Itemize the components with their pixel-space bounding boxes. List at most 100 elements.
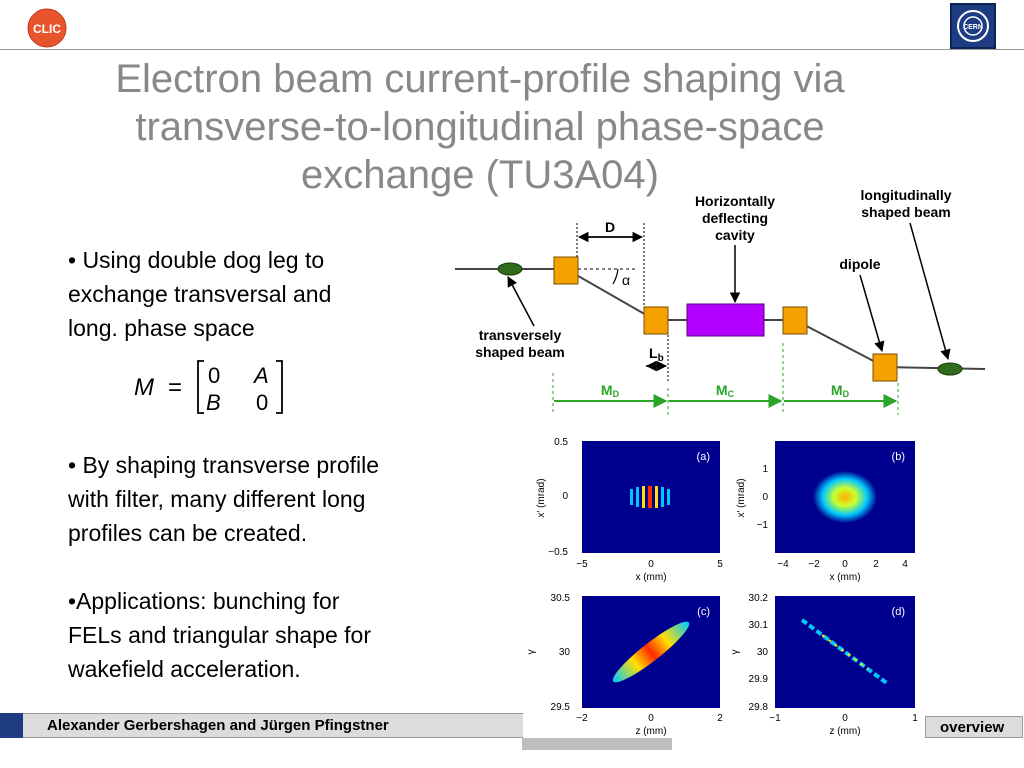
plot-a-xtick-2: 5 (717, 559, 723, 570)
label-cavity-3: cavity (715, 227, 755, 243)
plot-b-xtick-3: 2 (873, 559, 879, 570)
deflecting-cavity (686, 303, 765, 337)
label-md-2-sub: D (843, 389, 850, 399)
plot-b-xtick-1: −2 (808, 559, 820, 570)
label-alpha: α (622, 272, 630, 288)
phase-space-plot-b: (b) 1 0 −1 −4 −2 0 2 4 x (mm) x′ (mrad) (736, 441, 915, 583)
plot-b-ytick-2: −1 (757, 520, 769, 531)
matrix-a22: 0 (256, 390, 268, 415)
plot-d-xlabel: z (mm) (829, 726, 860, 737)
header-divider (0, 49, 1024, 50)
label-mc: M (716, 382, 728, 398)
plot-a-xtick-1: 0 (648, 559, 654, 570)
phase-space-plot-c: (c) 30.5 30 29.5 −2 0 2 z (mm) γ (526, 593, 723, 737)
label-cavity-2: deflecting (702, 210, 768, 226)
footer-authors: Alexander Gerbershagen and Jürgen Pfings… (47, 717, 389, 734)
plot-a-xlabel: x (mm) (635, 572, 666, 583)
matrix-a21: B (206, 390, 221, 415)
matrix-lhs: M (134, 374, 154, 401)
label-lb-sub: b (658, 353, 664, 364)
plot-d-ylabel: γ (730, 650, 741, 655)
plot-c-tag: (c) (697, 606, 710, 618)
matrix-a12: A (252, 363, 269, 388)
label-lb: L (649, 345, 658, 361)
footer-accent-block (0, 713, 23, 738)
bullet-double-dog-leg: • Using double dog leg to exchange trans… (68, 247, 332, 341)
plot-c-ytick-1: 30 (559, 647, 571, 658)
plot-c-xlabel: z (mm) (635, 726, 666, 737)
beamline-diagram: D α Lb Horizontally deflecting cavity lo… (455, 187, 986, 415)
right-bracket (276, 360, 283, 414)
svg-text:MC: MC (716, 382, 735, 399)
plot-c-xtick-0: −2 (576, 713, 588, 724)
plot-a-ytick-0: 0.5 (554, 437, 568, 448)
plot-b-xtick-0: −4 (777, 559, 789, 570)
footer-gray-strip (522, 738, 672, 750)
transverse-beam-ellipse (497, 262, 523, 276)
label-trans-1: transversely (479, 327, 562, 343)
bullet-applications: •Applications: bunching for FELs and tri… (68, 588, 372, 682)
dipole-3 (782, 306, 808, 335)
plot-b-xtick-2: 0 (842, 559, 848, 570)
label-trans-2: shaped beam (475, 344, 564, 360)
svg-text:MD: MD (831, 382, 850, 399)
label-dipole: dipole (839, 256, 880, 272)
plot-b-xlabel: x (mm) (829, 572, 860, 583)
plot-c-ytick-0: 30.5 (551, 593, 571, 604)
plot-d-xtick-2: 1 (912, 713, 918, 724)
footer-right-box (925, 716, 1023, 738)
plot-b-tag: (b) (892, 451, 905, 463)
clic-logo-text: CLIC (33, 22, 61, 36)
plot-d-xtick-1: 0 (842, 713, 848, 724)
label-md-1: M (601, 382, 613, 398)
plot-a-ylabel: x′ (mrad) (536, 478, 547, 517)
longitudinal-beam-ellipse (937, 362, 963, 376)
label-long-1: longitudinally (861, 187, 952, 203)
plot-d-ytick-4: 29.8 (749, 702, 769, 713)
dipole-4 (872, 353, 898, 382)
dipole-2 (643, 306, 669, 335)
slide-title: Electron beam current-profile shaping vi… (115, 57, 845, 197)
plot-c-ylabel: γ (526, 650, 537, 655)
plot-c-distribution (612, 621, 690, 683)
plot-a-xtick-0: −5 (576, 559, 588, 570)
label-d: D (605, 219, 615, 235)
label-md-2: M (831, 382, 843, 398)
plot-a-ytick-2: −0.5 (548, 547, 568, 558)
plot-c-xtick-2: 2 (717, 713, 723, 724)
svg-text:Lb: Lb (649, 345, 664, 364)
dipole-1 (553, 256, 579, 285)
plot-d-ytick-1: 30.1 (749, 620, 769, 631)
exchange-matrix: M = 0 A B 0 (134, 360, 283, 415)
plot-d-xtick-0: −1 (769, 713, 781, 724)
left-bracket (197, 360, 204, 414)
svg-text:MD: MD (601, 382, 620, 399)
plot-c-xtick-1: 0 (648, 713, 654, 724)
plot-b-xtick-4: 4 (902, 559, 908, 570)
plot-d-ytick-3: 29.9 (749, 674, 769, 685)
label-cavity-1: Horizontally (695, 193, 775, 209)
plot-d-tag: (d) (892, 606, 905, 618)
plot-a-tag: (a) (697, 451, 710, 463)
matrix-equals: = (168, 374, 182, 401)
phase-space-plot-a: (a) 0.5 0 −0.5 −5 0 5 x (mm) x′ (mrad) (536, 437, 723, 583)
footer-bar (23, 713, 523, 738)
phase-space-plot-d: (d) 30.2 30.1 30 29.9 29.8 −1 0 1 z (mm)… (730, 593, 918, 737)
plot-d-ytick-0: 30.2 (749, 593, 769, 604)
plot-b-distribution (813, 471, 877, 523)
plot-a-ytick-1: 0 (562, 491, 568, 502)
cern-logo-text: CERN (963, 24, 983, 31)
label-md-1-sub: D (613, 389, 620, 399)
plot-a-stripes (630, 486, 670, 508)
plot-b-ylabel: x′ (mrad) (736, 478, 747, 517)
label-mc-sub: C (728, 389, 735, 399)
label-long-2: shaped beam (861, 204, 950, 220)
plot-b-ytick-0: 1 (762, 464, 768, 475)
clic-logo: CLIC (27, 8, 67, 48)
matrix-a11: 0 (208, 363, 220, 388)
plot-b-ytick-1: 0 (762, 492, 768, 503)
plot-c-ytick-2: 29.5 (551, 702, 571, 713)
plot-d-ytick-2: 30 (757, 647, 769, 658)
plot-d-frame (775, 596, 915, 708)
bullet-shaping-profile: • By shaping transverse profile with fil… (68, 452, 380, 546)
